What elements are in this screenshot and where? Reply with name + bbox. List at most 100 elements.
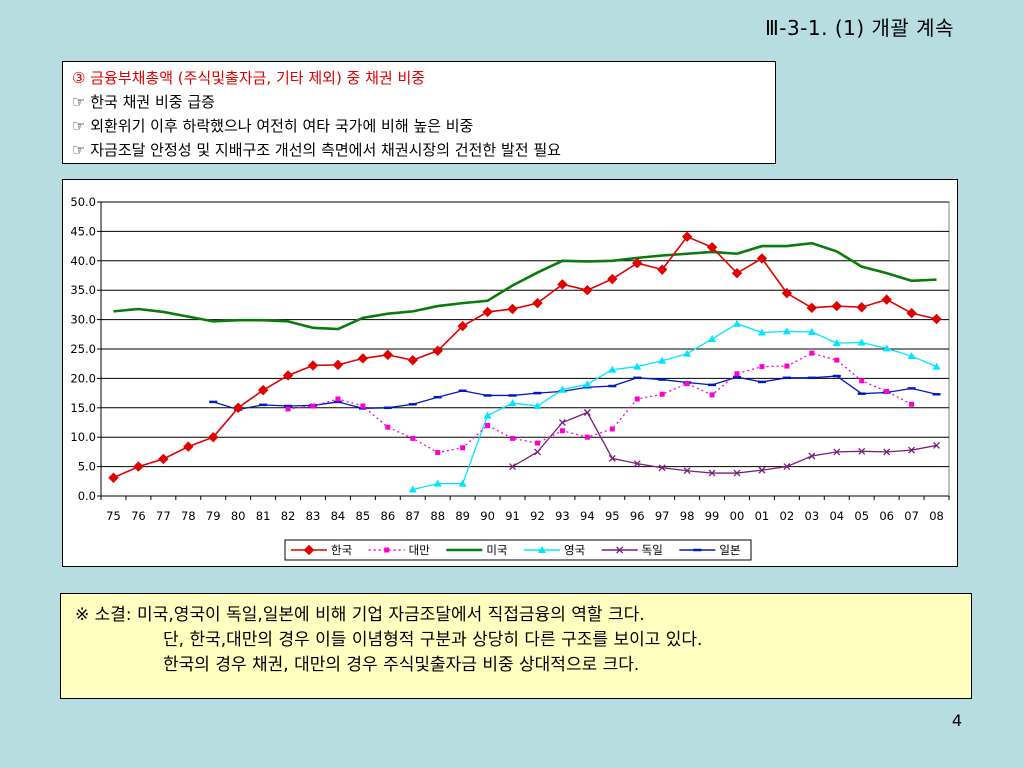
- y-tick-label: 50.0: [70, 195, 96, 209]
- series-미국: [113, 241, 937, 331]
- data-point: [831, 300, 842, 312]
- legend-label: 영국: [564, 543, 585, 557]
- series-영국: [408, 319, 941, 493]
- data-point: [833, 448, 841, 456]
- data-point: [781, 287, 793, 299]
- data-point: [158, 453, 169, 465]
- x-tick-label: 02: [780, 509, 795, 523]
- x-tick-label: 76: [131, 509, 146, 523]
- data-point: [433, 479, 442, 487]
- x-tick-label: 08: [929, 509, 944, 523]
- x-tick-label: 03: [805, 509, 820, 523]
- data-point: [257, 384, 269, 396]
- x-tick-label: 99: [705, 509, 720, 523]
- data-point: [335, 396, 341, 402]
- data-point: [908, 446, 916, 454]
- data-point: [609, 426, 615, 432]
- data-point: [133, 461, 144, 472]
- legend-label: 독일: [642, 543, 663, 557]
- data-point: [183, 441, 194, 452]
- x-tick-label: 85: [356, 509, 371, 523]
- series-독일: [509, 409, 940, 477]
- x-tick-label: 91: [505, 509, 520, 523]
- series-line: [512, 411, 937, 474]
- data-point: [410, 435, 416, 441]
- series-일본: [209, 374, 941, 411]
- y-tick-label: 30.0: [70, 313, 96, 327]
- x-tick-label: 05: [854, 509, 869, 523]
- data-point: [783, 463, 791, 471]
- data-point: [683, 467, 691, 475]
- summary-bullet: ☞ 자금조달 안정성 및 지배구조 개선의 측면에서 채권시장의 건전한 발전 …: [72, 141, 561, 159]
- data-point: [806, 302, 818, 314]
- summary-heading: ③ 금융부채총액 (주식및출자금, 기타 제외) 중 채권 비중: [72, 69, 426, 87]
- data-point: [608, 365, 617, 373]
- data-point: [633, 362, 642, 370]
- data-point: [681, 231, 693, 242]
- series-line: [113, 235, 937, 479]
- x-tick-label: 81: [256, 509, 271, 523]
- x-tick-label: 06: [879, 509, 894, 523]
- data-point: [706, 242, 718, 253]
- y-tick-label: 15.0: [70, 401, 96, 415]
- x-tick-label: 93: [555, 509, 570, 523]
- data-point: [583, 409, 591, 416]
- data-point: [658, 464, 666, 472]
- x-tick-label: 78: [181, 509, 196, 523]
- data-point: [734, 371, 740, 377]
- data-point: [485, 422, 491, 428]
- data-point: [407, 354, 418, 366]
- data-point: [508, 399, 517, 407]
- x-tick-label: 80: [231, 509, 246, 523]
- data-point: [756, 253, 768, 264]
- x-tick-label: 82: [281, 509, 296, 523]
- x-tick-label: 87: [405, 509, 420, 523]
- data-point: [932, 362, 941, 370]
- series-line: [213, 375, 937, 411]
- x-tick-label: 95: [605, 509, 620, 523]
- data-point: [633, 460, 641, 468]
- conclusion-line: ※ 소결: 미국,영국이 독일,일본에 비해 기업 자금조달에서 직접금융의 역…: [75, 605, 645, 625]
- x-tick-label: 98: [680, 509, 695, 523]
- data-point: [857, 338, 866, 346]
- data-point: [357, 353, 369, 364]
- legend-label: 미국: [486, 543, 507, 557]
- page-number: 4: [951, 711, 962, 730]
- x-tick-label: 84: [331, 509, 346, 523]
- y-tick-label: 45.0: [70, 224, 96, 238]
- data-point: [460, 445, 466, 451]
- data-point: [859, 378, 865, 384]
- data-point: [558, 419, 566, 426]
- data-point: [583, 380, 592, 388]
- data-point: [658, 356, 667, 364]
- data-point: [232, 402, 244, 414]
- data-point: [285, 406, 291, 412]
- data-point: [557, 279, 568, 290]
- x-tick-label: 88: [430, 509, 445, 523]
- data-point: [385, 424, 391, 430]
- x-tick-label: 75: [106, 509, 121, 523]
- data-point: [858, 447, 866, 455]
- x-tick-label: 96: [630, 509, 645, 523]
- data-point: [509, 463, 516, 471]
- data-point: [435, 449, 441, 455]
- data-point: [757, 328, 766, 336]
- conclusion-box: ※ 소결: 미국,영국이 독일,일본에 비해 기업 자금조달에서 직접금융의 역…: [60, 593, 972, 699]
- data-point: [659, 391, 665, 397]
- summary-box: ③ 금융부채총액 (주식및출자금, 기타 제외) 중 채권 비중 ☞ 한국 채권…: [62, 61, 776, 164]
- legend-label: 대만: [409, 543, 431, 557]
- data-point: [310, 403, 316, 409]
- legend-frame: [284, 539, 752, 561]
- series-line: [412, 322, 937, 491]
- data-point: [483, 411, 492, 419]
- legend-marker: [303, 544, 315, 556]
- legend-marker: [538, 546, 546, 553]
- data-point: [933, 441, 940, 449]
- slide-title: Ⅲ-3-1. (1) 개괄 계속: [764, 16, 954, 40]
- data-point: [733, 319, 741, 327]
- data-point: [534, 448, 541, 456]
- data-point: [532, 297, 543, 309]
- data-point: [808, 452, 816, 460]
- x-tick-label: 07: [904, 509, 919, 523]
- data-point: [709, 392, 715, 398]
